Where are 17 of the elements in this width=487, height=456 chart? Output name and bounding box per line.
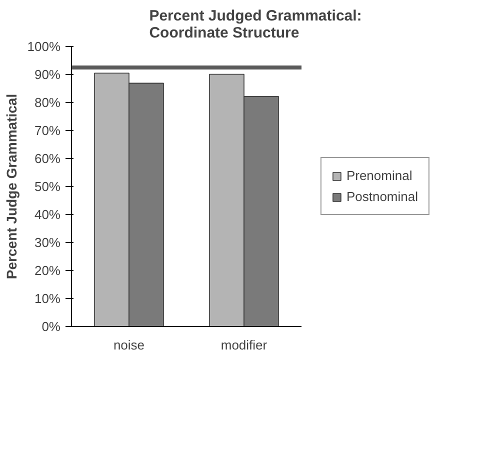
legend-label: Postnominal xyxy=(346,189,418,204)
y-tick-label: 20% xyxy=(34,263,61,278)
y-tick-label: 10% xyxy=(34,291,61,306)
x-tick-label: modifier xyxy=(220,338,268,352)
y-tick-label: 50% xyxy=(34,179,61,194)
y-tick-label: 30% xyxy=(34,235,61,250)
chart-title: Percent Judged Grammatical: Coordinate Structure xyxy=(149,8,362,42)
y-tick-label: 0% xyxy=(42,319,61,334)
x-tick-label: noise xyxy=(113,338,145,352)
y-axis-title: Percent Judge Grammatical xyxy=(3,94,20,280)
y-tick-label: 90% xyxy=(34,67,61,82)
y-tick-label: 60% xyxy=(34,151,61,166)
y-tick-label: 40% xyxy=(34,207,61,222)
y-tick-label: 100% xyxy=(27,39,61,54)
y-tick-label: 80% xyxy=(34,95,61,110)
legend-label: Prenominal xyxy=(346,168,412,183)
y-tick-label: 70% xyxy=(34,123,61,138)
